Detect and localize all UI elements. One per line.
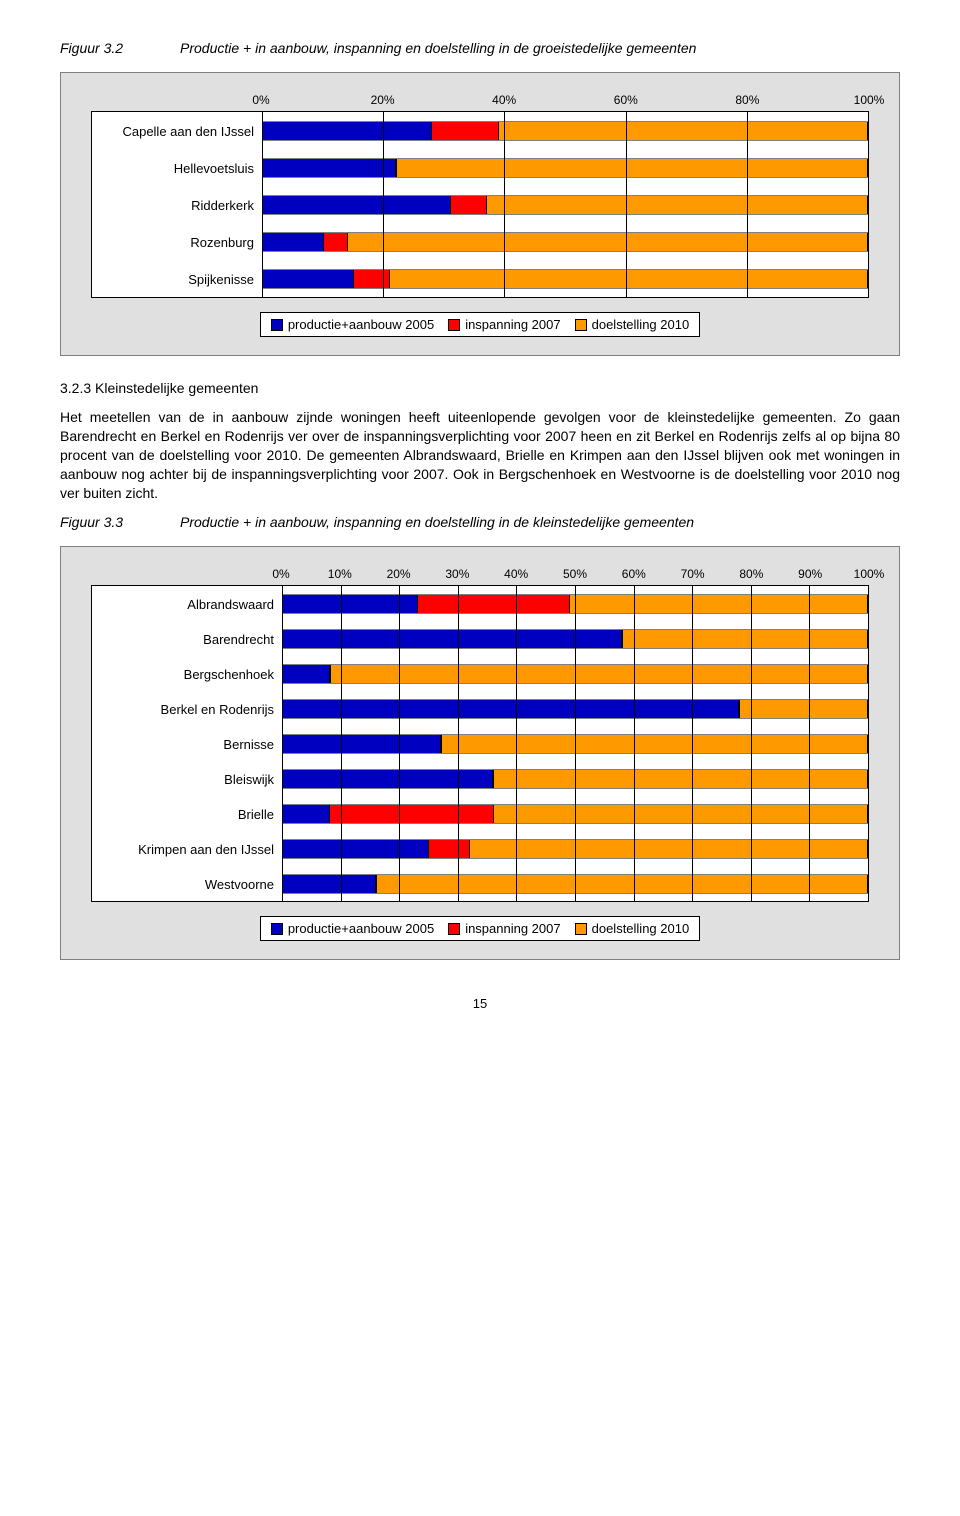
bar-segment — [354, 270, 390, 288]
axis-tick-label: 60% — [622, 567, 646, 581]
axis-tick-label: 0% — [252, 93, 269, 107]
figure-1-title: Figuur 3.2 Productie + in aanbouw, inspa… — [60, 40, 900, 56]
bar-segment — [283, 770, 493, 788]
bar-segment — [487, 196, 868, 214]
bar-segment — [623, 630, 868, 648]
bar-segment — [331, 665, 868, 683]
bar-segment — [397, 159, 868, 177]
category-label: Brielle — [92, 807, 282, 822]
bar-segment — [324, 233, 348, 251]
bar-segment — [283, 875, 376, 893]
bar-segment — [330, 805, 494, 823]
axis-tick-label: 80% — [735, 93, 759, 107]
legend-label: productie+aanbouw 2005 — [288, 921, 434, 936]
category-label: Krimpen aan den IJssel — [92, 842, 282, 857]
bar-segment — [263, 122, 432, 140]
category-label: Bernisse — [92, 737, 282, 752]
section-paragraph: Het meetellen van de in aanbouw zijnde w… — [60, 408, 900, 502]
bar-segment — [283, 700, 739, 718]
bar-segment — [499, 122, 868, 140]
bar-segment — [348, 233, 868, 251]
axis-tick-label: 30% — [445, 567, 469, 581]
bar-segment — [283, 840, 429, 858]
legend-label: doelstelling 2010 — [592, 317, 690, 332]
bar-segment — [283, 665, 330, 683]
category-label: Spijkenisse — [92, 272, 262, 287]
legend-item: inspanning 2007 — [448, 317, 560, 332]
category-label: Rozenburg — [92, 235, 262, 250]
bar-segment — [263, 159, 396, 177]
axis-tick-label: 100% — [854, 93, 885, 107]
axis-tick-label: 0% — [272, 567, 289, 581]
bar-segment — [494, 770, 868, 788]
figure-1-label: Figuur 3.2 — [60, 40, 180, 56]
figure-2-title: Figuur 3.3 Productie + in aanbouw, inspa… — [60, 514, 900, 530]
legend-item: inspanning 2007 — [448, 921, 560, 936]
category-label: Bergschenhoek — [92, 667, 282, 682]
bar-segment — [429, 840, 470, 858]
axis-tick-label: 100% — [854, 567, 885, 581]
bar-segment — [263, 270, 354, 288]
bar-segment — [263, 233, 324, 251]
axis-tick-label: 60% — [614, 93, 638, 107]
bar-segment — [418, 595, 570, 613]
bar-segment — [442, 735, 868, 753]
category-label: Barendrecht — [92, 632, 282, 647]
bar-segment — [470, 840, 868, 858]
bar-segment — [432, 122, 499, 140]
category-label: Westvoorne — [92, 877, 282, 892]
figure-2-desc: Productie + in aanbouw, inspanning en do… — [180, 514, 694, 530]
legend-label: productie+aanbouw 2005 — [288, 317, 434, 332]
bar-segment — [390, 270, 868, 288]
axis-tick-label: 90% — [798, 567, 822, 581]
legend-item: doelstelling 2010 — [575, 317, 690, 332]
legend-label: doelstelling 2010 — [592, 921, 690, 936]
section-heading: 3.2.3 Kleinstedelijke gemeenten — [60, 380, 900, 396]
axis-tick-label: 40% — [504, 567, 528, 581]
axis-tick-label: 20% — [387, 567, 411, 581]
chart-2: 0% 10% 20% 30% 40% 50% 60% 70% 80% 90% 100% Albrand… — [60, 546, 900, 960]
bar-segment — [494, 805, 868, 823]
page-number: 15 — [60, 996, 900, 1011]
bar-segment — [283, 805, 330, 823]
chart-1: 0% 20% 40% 60% 80% 100% Capelle aan den IJssel… — [60, 72, 900, 356]
axis-tick-label: 70% — [681, 567, 705, 581]
category-label: Bleiswijk — [92, 772, 282, 787]
axis-tick-label: 80% — [739, 567, 763, 581]
category-label: Berkel en Rodenrijs — [92, 702, 282, 717]
chart-legend: productie+aanbouw 2005 inspanning 2007 doe… — [260, 916, 700, 941]
category-label: Hellevoetsluis — [92, 161, 262, 176]
category-label: Albrandswaard — [92, 597, 282, 612]
category-label: Ridderkerk — [92, 198, 262, 213]
figure-2-label: Figuur 3.3 — [60, 514, 180, 530]
bar-segment — [451, 196, 487, 214]
bar-segment — [377, 875, 868, 893]
category-label: Capelle aan den IJssel — [92, 124, 262, 139]
bar-segment — [283, 735, 441, 753]
axis-tick-label: 40% — [492, 93, 516, 107]
bar-segment — [740, 700, 868, 718]
figure-1-desc: Productie + in aanbouw, inspanning en do… — [180, 40, 696, 56]
axis-tick-label: 50% — [563, 567, 587, 581]
legend-item: productie+aanbouw 2005 — [271, 317, 434, 332]
bar-segment — [263, 196, 451, 214]
bar-segment — [283, 630, 622, 648]
axis-tick-label: 10% — [328, 567, 352, 581]
legend-item: doelstelling 2010 — [575, 921, 690, 936]
legend-label: inspanning 2007 — [465, 921, 560, 936]
legend-item: productie+aanbouw 2005 — [271, 921, 434, 936]
bar-segment — [283, 595, 418, 613]
legend-label: inspanning 2007 — [465, 317, 560, 332]
axis-tick-label: 20% — [371, 93, 395, 107]
chart-legend: productie+aanbouw 2005 inspanning 2007 doe… — [260, 312, 700, 337]
bar-segment — [570, 595, 868, 613]
